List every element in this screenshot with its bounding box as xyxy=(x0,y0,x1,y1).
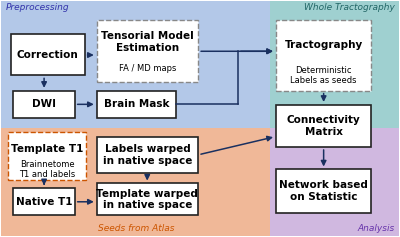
Text: Brain Mask: Brain Mask xyxy=(104,99,169,109)
FancyBboxPatch shape xyxy=(97,183,198,215)
Text: Analysis: Analysis xyxy=(357,224,394,233)
Text: Brainnetome
T1 and labels: Brainnetome T1 and labels xyxy=(19,160,75,179)
Text: Template warped
in native space: Template warped in native space xyxy=(96,188,198,210)
Bar xyxy=(270,128,399,236)
Bar xyxy=(1,128,270,236)
Text: Native T1: Native T1 xyxy=(16,197,72,207)
Text: Template T1: Template T1 xyxy=(11,144,83,154)
FancyBboxPatch shape xyxy=(276,169,372,213)
FancyBboxPatch shape xyxy=(276,105,372,147)
Text: Deterministic
Labels as seeds: Deterministic Labels as seeds xyxy=(290,65,357,85)
Text: Connectivity
Matrix: Connectivity Matrix xyxy=(287,115,360,137)
FancyBboxPatch shape xyxy=(276,20,372,91)
FancyBboxPatch shape xyxy=(97,91,176,118)
FancyBboxPatch shape xyxy=(97,137,198,173)
Text: Whole Tractography: Whole Tractography xyxy=(304,3,394,12)
Text: Correction: Correction xyxy=(17,50,79,60)
FancyBboxPatch shape xyxy=(13,91,75,118)
FancyBboxPatch shape xyxy=(8,132,86,180)
FancyBboxPatch shape xyxy=(97,20,198,82)
Text: Seeds from Atlas: Seeds from Atlas xyxy=(98,224,175,233)
Text: Labels warped
in native space: Labels warped in native space xyxy=(103,144,192,165)
FancyBboxPatch shape xyxy=(11,34,85,75)
FancyBboxPatch shape xyxy=(13,188,75,215)
Text: Preprocessing: Preprocessing xyxy=(6,3,70,12)
Bar xyxy=(1,1,270,128)
Text: Tractography: Tractography xyxy=(284,40,363,50)
Text: Network based
on Statistic: Network based on Statistic xyxy=(279,180,368,202)
Bar xyxy=(270,1,399,128)
Text: Tensorial Model
Estimation: Tensorial Model Estimation xyxy=(101,31,194,53)
Text: FA / MD maps: FA / MD maps xyxy=(119,64,176,73)
Text: DWI: DWI xyxy=(32,99,56,109)
